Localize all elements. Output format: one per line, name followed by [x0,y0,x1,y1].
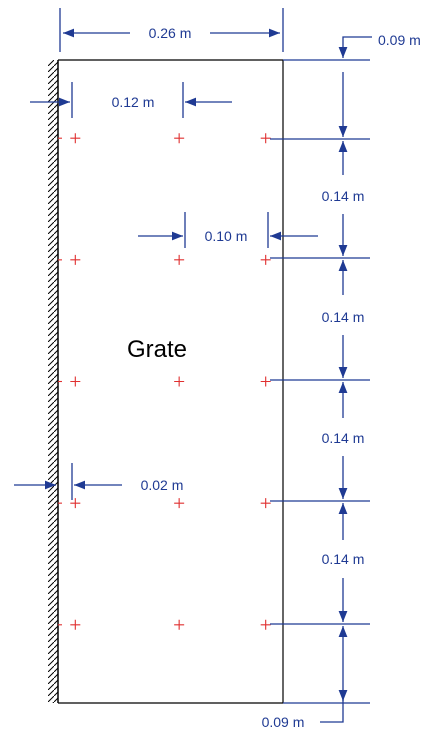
wall-hatching [48,60,58,703]
right-gap-label: 0.10 m [205,228,248,244]
grid-marker [70,133,81,144]
column-spacing-dimension [30,82,232,118]
grid-marker [70,376,81,387]
row-spacing-4-label: 0.14 m [322,551,365,567]
top-margin-label: 0.09 m [378,32,421,48]
row-spacing-2-label: 0.14 m [322,309,365,325]
grid-marker [174,619,185,630]
bottom-margin-dimension [320,626,348,723]
grid-marker [174,498,185,509]
grate-outline [58,59,284,704]
grid-marker [260,376,271,387]
vertical-extension-lines [270,59,370,704]
grid-marker [260,498,271,509]
row-spacing-1-label: 0.14 m [322,188,365,204]
grid-markers [58,133,271,630]
grid-marker [70,619,81,630]
column-spacing-label: 0.12 m [112,94,155,110]
overall-width-dimension [59,8,284,52]
grid-marker [260,619,271,630]
row-spacing-3-label: 0.14 m [322,430,365,446]
overall-width-label: 0.26 m [149,25,192,41]
wall-offset-dimension [14,463,122,500]
grid-marker [260,254,271,265]
bottom-margin-label: 0.09 m [262,714,305,730]
grid-marker [260,133,271,144]
grid-marker [70,254,81,265]
grid-marker [174,254,185,265]
grid-marker [174,376,185,387]
grid-marker [174,133,185,144]
top-margin-dimension [338,36,372,137]
grate-label: Grate [127,336,187,363]
wall-offset-label: 0.02 m [141,477,184,493]
right-gap-dimension [138,212,318,248]
grid-marker [70,498,81,509]
